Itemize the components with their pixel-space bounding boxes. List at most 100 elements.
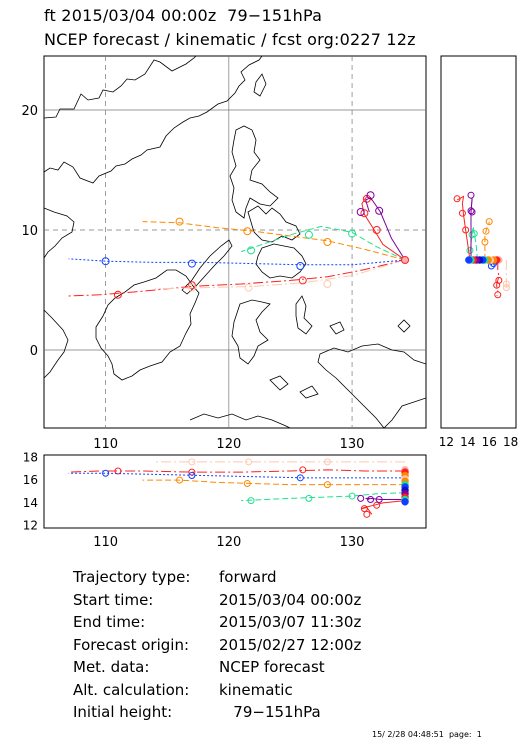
bottom-y-tick-label: 18 bbox=[23, 450, 38, 464]
bottom-trajectory-marker bbox=[176, 476, 184, 484]
trajectory-marker bbox=[101, 257, 110, 266]
side-trajectory-marker bbox=[494, 291, 502, 299]
info-value: forward bbox=[219, 568, 277, 586]
side-trajectory-marker bbox=[467, 191, 475, 199]
trajectory-marker bbox=[175, 217, 184, 226]
side-trajectory-marker bbox=[502, 280, 510, 288]
chart-subtitle: NCEP forecast / kinematic / fcst org:022… bbox=[44, 30, 416, 49]
coast-visayas bbox=[247, 205, 301, 243]
trajectory-marker bbox=[187, 283, 196, 292]
coast-borneo bbox=[95, 269, 200, 381]
map-grid bbox=[44, 56, 426, 428]
info-row: Initial height: 79−151hPa bbox=[73, 703, 361, 726]
side-axis-ticks: 12 14 16 18 bbox=[439, 435, 519, 449]
bottom-start-marker bbox=[401, 498, 409, 506]
bottom-x-tick-label: 110 bbox=[93, 535, 118, 550]
trajectory-info: Trajectory type: forward Start time: 2015/0… bbox=[73, 568, 361, 726]
info-label: Forecast origin: bbox=[73, 635, 190, 654]
map-lon-tick-label: 110 bbox=[93, 437, 118, 452]
bottom-trajectory-marker bbox=[245, 458, 253, 466]
bottom-frame bbox=[43, 454, 427, 529]
trajectory-line bbox=[240, 225, 406, 261]
bottom-trajectory-marker bbox=[323, 481, 331, 489]
map-lon-tick-label: 120 bbox=[216, 437, 241, 452]
side-trajectory-line bbox=[470, 197, 473, 260]
info-value: NCEP forecast bbox=[219, 658, 325, 676]
trajectory-marker bbox=[323, 280, 332, 288]
info-row: Trajectory type: forward bbox=[73, 568, 361, 591]
bottom-trajectory-marker bbox=[188, 472, 196, 480]
side-trajectory-line bbox=[484, 221, 490, 260]
side-trajectory-line bbox=[456, 195, 471, 261]
coast-indochina bbox=[43, 207, 75, 259]
coast-islands-1 bbox=[269, 375, 289, 391]
bottom-trajectory-marker bbox=[375, 495, 383, 503]
trajectory-marker bbox=[366, 191, 375, 200]
timestamp-footer: 15/ 2/28 04:48:51 page: 1 bbox=[372, 730, 482, 739]
trajectory-marker bbox=[360, 209, 369, 218]
info-value: kinematic bbox=[219, 680, 293, 699]
map-lat-tick-label: 20 bbox=[21, 104, 38, 119]
coast-taiwan bbox=[253, 73, 267, 97]
bottom-trajectory-marker bbox=[102, 469, 110, 477]
trajectories bbox=[68, 191, 410, 299]
side-trajectories bbox=[453, 191, 510, 299]
map-panel: 110 120 130 20 10 0 bbox=[21, 55, 427, 452]
coast-islands-4 bbox=[397, 319, 411, 333]
info-value: 2015/03/07 11:30z bbox=[219, 613, 362, 631]
bottom-x-tick-label: 130 bbox=[340, 535, 365, 550]
info-row: Alt. calculation: kinematic bbox=[73, 681, 361, 704]
trajectory-marker bbox=[113, 290, 122, 299]
bottom-y-tick-label: 16 bbox=[23, 473, 38, 487]
side-x-tick-label: 14 bbox=[460, 435, 475, 449]
bottom-trajectory-line bbox=[142, 479, 406, 486]
info-value: 2015/02/27 12:00z bbox=[219, 635, 362, 654]
bottom-trajectory-line bbox=[241, 492, 406, 502]
trajectory-marker bbox=[298, 276, 307, 285]
side-trajectory-marker bbox=[482, 227, 490, 235]
map-frame bbox=[43, 55, 427, 429]
trajectory-marker bbox=[243, 227, 252, 236]
info-label: Start time: bbox=[73, 590, 154, 609]
bottom-trajectory-marker bbox=[296, 474, 304, 482]
info-label: Trajectory type: bbox=[73, 568, 191, 586]
side-trajectory-marker bbox=[453, 195, 461, 203]
bottom-trajectory-marker bbox=[243, 480, 251, 488]
bottom-axis-ticks: 18 16 14 12 110 120 130 bbox=[23, 450, 365, 550]
bottom-trajectory-line bbox=[68, 469, 406, 473]
trajectory-marker bbox=[244, 283, 253, 292]
coast-luzon bbox=[229, 125, 279, 219]
trajectory-line bbox=[365, 196, 406, 261]
coastline bbox=[43, 55, 427, 429]
bottom-trajectory-marker bbox=[373, 501, 381, 509]
bottom-trajectory-marker bbox=[367, 495, 375, 503]
coast-china bbox=[43, 55, 197, 119]
coast-islands-2 bbox=[299, 385, 319, 399]
info-row: Start time: 2015/03/04 00:00z bbox=[73, 591, 361, 614]
bottom-trajectory-marker bbox=[360, 505, 368, 513]
info-value: 79−151hPa bbox=[219, 703, 321, 721]
trajectory-line bbox=[142, 221, 406, 261]
side-trajectory-marker bbox=[458, 209, 466, 217]
info-label: Initial height: bbox=[73, 703, 173, 721]
side-trajectory-line bbox=[496, 260, 500, 297]
info-row: Forecast origin: 2015/02/27 12:00z bbox=[73, 636, 361, 659]
chart-title: ft 2015/03/04 00:00z 79−151hPa bbox=[44, 6, 323, 25]
coast-sulawesi bbox=[231, 299, 271, 365]
side-trajectory-marker bbox=[468, 231, 476, 239]
bottom-trajectory-line bbox=[365, 497, 406, 500]
side-panel: 12 14 16 18 bbox=[439, 55, 519, 449]
bottom-trajectory-line bbox=[68, 472, 406, 479]
map-lon-tick-label: 130 bbox=[340, 437, 365, 452]
coast-malay bbox=[43, 309, 69, 379]
trajectory-marker bbox=[323, 238, 332, 246]
bottom-panel: 18 16 14 12 110 120 130 bbox=[23, 450, 427, 550]
bottom-y-tick-label: 12 bbox=[23, 519, 38, 533]
trajectory-marker bbox=[187, 281, 196, 290]
trajectory-marker bbox=[304, 230, 313, 239]
coast-timor bbox=[189, 413, 291, 429]
info-label: End time: bbox=[73, 613, 146, 631]
bottom-x-tick-label: 120 bbox=[216, 535, 241, 550]
side-x-tick-label: 16 bbox=[482, 435, 497, 449]
